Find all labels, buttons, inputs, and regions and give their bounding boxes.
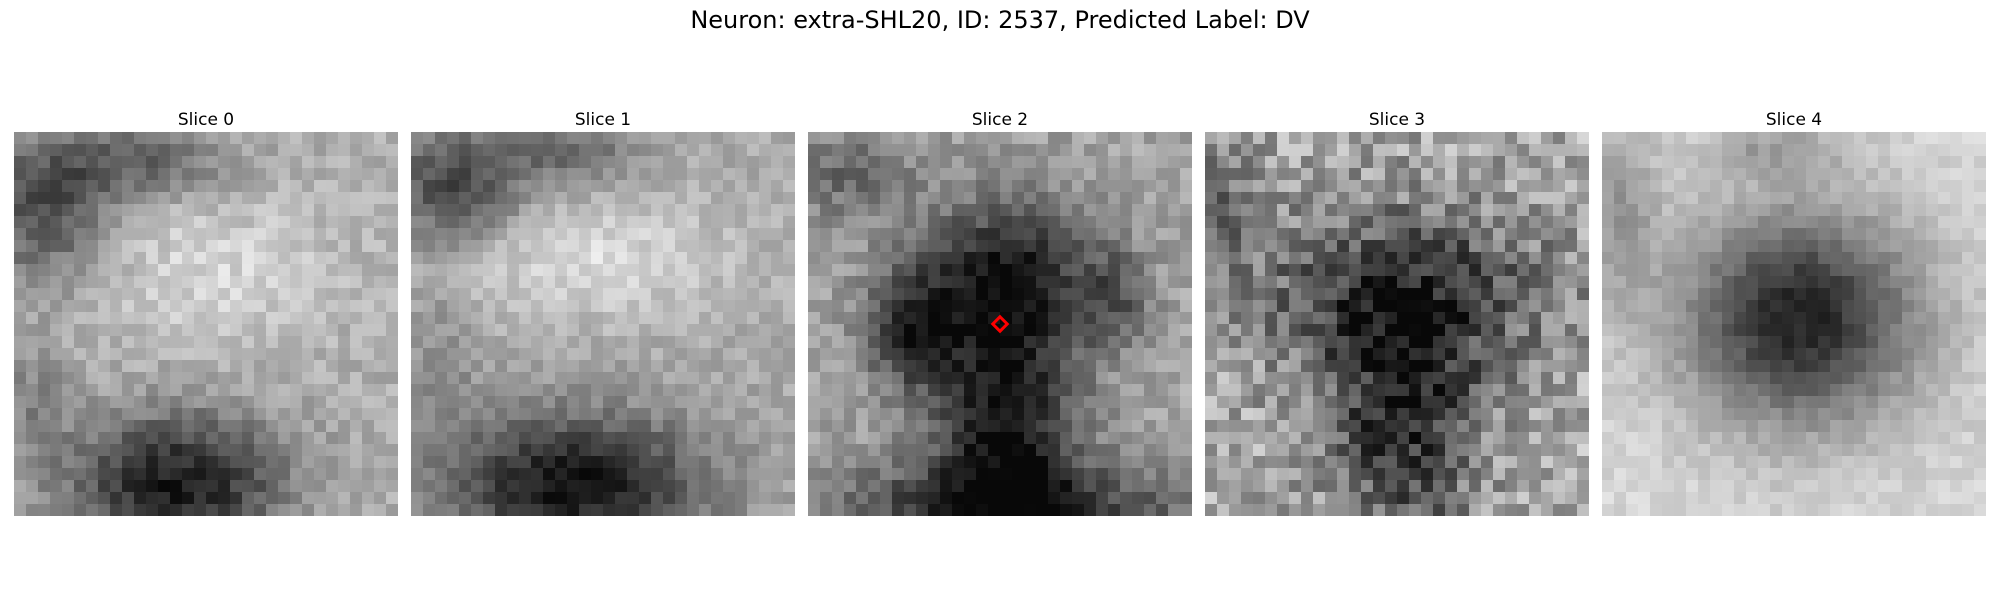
slice-title-3: Slice 3 (1368, 110, 1426, 130)
slice-panel-3: Slice 3 (1205, 108, 1589, 516)
slice-panel-2: Slice 2 (808, 108, 1192, 516)
slice-panel-4: Slice 4 (1602, 108, 1986, 516)
slice-title-0: Slice 0 (177, 110, 235, 130)
slice-panel-1: Slice 1 (411, 108, 795, 516)
slice-title-4: Slice 4 (1765, 110, 1823, 130)
slice-image-0 (14, 132, 398, 516)
slice-image-4 (1602, 132, 1986, 516)
slice-image-3 (1205, 132, 1589, 516)
slice-panel-0: Slice 0 (14, 108, 398, 516)
center-marker (990, 314, 1010, 334)
figure-title: Neuron: extra-SHL20, ID: 2537, Predicted… (690, 6, 1310, 34)
slice-title-2: Slice 2 (971, 110, 1029, 130)
slice-title-1: Slice 1 (574, 110, 632, 130)
slice-image-1 (411, 132, 795, 516)
slice-image-2 (808, 132, 1192, 516)
